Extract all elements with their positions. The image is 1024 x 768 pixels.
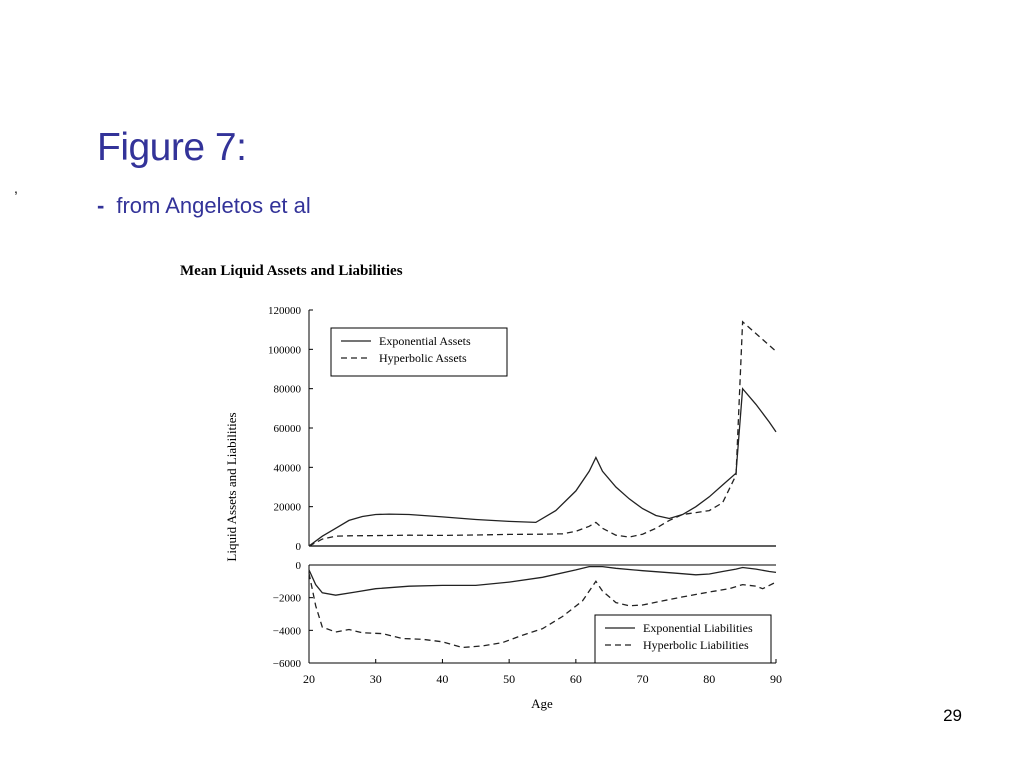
assets-y-tick-label-5: 100000 (268, 344, 302, 356)
x-tick-label-70: 70 (637, 672, 649, 686)
x-tick-label-40: 40 (436, 672, 448, 686)
x-tick-label-80: 80 (703, 672, 715, 686)
x-tick-label-50: 50 (503, 672, 515, 686)
page-number: 29 (943, 706, 962, 725)
assets-series-1 (308, 320, 777, 547)
slide-title: Figure 7: (97, 126, 247, 169)
assets-legend-label-1: Hyperbolic Assets (379, 351, 467, 365)
y-axis-label: Liquid Assets and Liabilities (224, 412, 239, 561)
x-tick-label-20: 20 (303, 672, 315, 686)
plot-area: 0 20000 40000 60000 80000 100000 120000 Exponen… (268, 305, 782, 686)
assets-y-tick-label-6: 120000 (268, 305, 302, 317)
subtitle-dash: - (97, 193, 105, 218)
liabilities-y-tick-label-0: 0 (296, 560, 302, 572)
liabilities-y-tick-label-1: −2000 (273, 593, 302, 605)
assets-legend-label-0: Exponential Assets (379, 334, 471, 348)
x-tick-label-90: 90 (770, 672, 782, 686)
stray-comma-mark: , (14, 180, 18, 196)
assets-y-tick-label-1: 20000 (274, 502, 302, 514)
liabilities-legend-box (594, 614, 772, 664)
liabilities-series-1 (308, 573, 777, 649)
assets-legend-box (330, 327, 508, 377)
liabilities-legend-label-1: Hyperbolic Liabilities (643, 638, 749, 652)
x-tick-label-60: 60 (570, 672, 582, 686)
assets-y-tick-label-4: 80000 (274, 384, 302, 396)
liabilities-y-tick-label-3: −6000 (273, 658, 302, 670)
assets-y-tick-label-0: 0 (296, 541, 302, 553)
assets-series-0 (308, 387, 777, 547)
liabilities-y-tick-label-2: −4000 (273, 625, 302, 637)
subtitle-text: from Angeletos et al (116, 193, 311, 218)
assets-y-tick-label-2: 40000 (274, 462, 302, 474)
slide-subtitle: - from Angeletos et al (97, 193, 311, 219)
liabilities-series-0 (308, 565, 777, 596)
assets-y-tick-label-3: 60000 (274, 423, 302, 435)
x-tick-label-30: 30 (370, 672, 382, 686)
chart-title: Mean Liquid Assets and Liabilities (180, 263, 403, 279)
x-axis-label: Age (531, 696, 553, 711)
liabilities-legend-label-0: Exponential Liabilities (643, 621, 753, 635)
